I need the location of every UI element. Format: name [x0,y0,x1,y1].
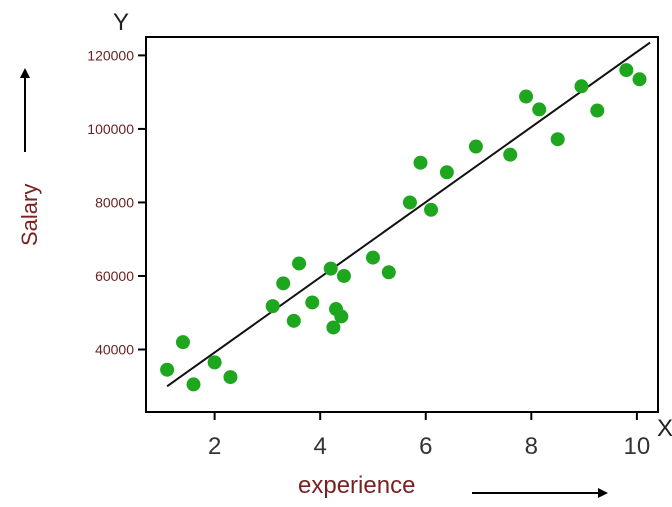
x-axis-letter: X [657,415,672,442]
data-point [424,202,439,217]
y-tick-label: 80000 [95,194,134,210]
y-tick-label: 100000 [87,121,134,137]
data-point [207,355,222,370]
data-point [334,309,349,324]
data-point [402,195,417,210]
y-tick-label: 120000 [87,47,134,63]
x-tick-label: 6 [419,433,432,460]
data-point [265,299,280,314]
y-tick-label: 60000 [95,268,134,284]
data-point [574,79,589,94]
x-tick-label: 10 [624,433,651,460]
data-point [223,370,238,385]
data-point [175,335,190,350]
data-point [186,377,201,392]
x-axis-label: experience [298,472,415,499]
data-point [468,139,483,154]
y-axis-letter: Y [113,9,129,36]
x-tick-label: 8 [525,433,538,460]
data-point [381,265,396,280]
data-point [503,147,518,162]
x-tick-label: 4 [314,433,327,460]
data-point [619,63,634,78]
data-point [326,320,341,335]
data-point [336,268,351,283]
data-point [365,250,380,265]
data-point [590,103,605,118]
plot-frame [145,36,659,413]
y-axis-ticks: 40000 60000 80000 100000 120000 [87,47,146,358]
data-point [413,155,428,170]
data-point [550,132,565,147]
data-points [160,63,647,392]
data-point [292,256,307,271]
data-point [439,165,454,180]
x-tick-label: 2 [208,433,221,460]
data-point [632,72,647,87]
data-point [276,276,291,291]
data-point [323,261,338,276]
data-point [305,295,320,310]
y-tick-label: 40000 [95,342,134,358]
y-axis-label: Salary [17,184,42,246]
regression-line [166,41,651,388]
data-point [286,313,301,328]
data-point [519,89,534,104]
data-point [532,102,547,117]
x-axis-ticks: 2 4 6 8 10 [208,412,650,460]
data-point [160,362,175,377]
